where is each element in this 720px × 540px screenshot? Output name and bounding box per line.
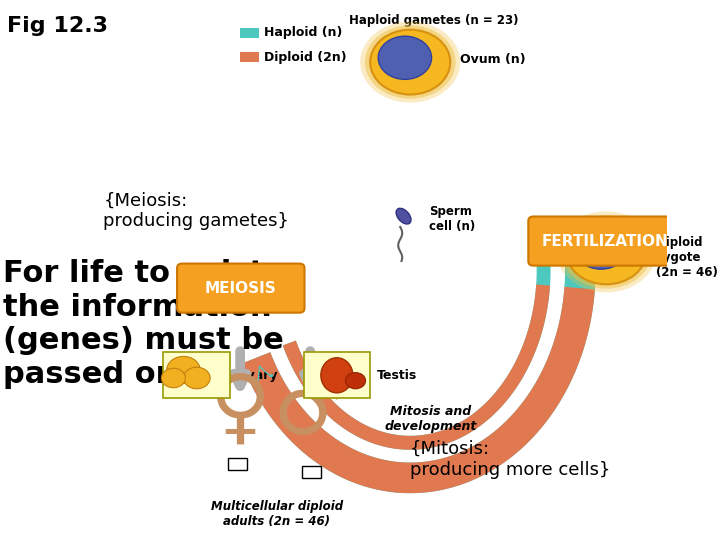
Circle shape (346, 373, 366, 389)
Circle shape (360, 22, 460, 103)
Text: Diploid
zygote
(2n = 46): Diploid zygote (2n = 46) (657, 236, 719, 279)
Ellipse shape (321, 357, 353, 393)
Circle shape (167, 356, 200, 383)
Text: Mitosis and
development: Mitosis and development (384, 405, 477, 433)
Text: For life to exist,
the information
(genes) must be
passed on.: For life to exist, the information (gene… (4, 259, 284, 389)
Text: Ovary: Ovary (237, 369, 279, 382)
Text: {Meiosis:
producing gametes}: {Meiosis: producing gametes} (104, 192, 289, 231)
Text: ♂: ♂ (273, 370, 348, 451)
Circle shape (161, 368, 186, 388)
Circle shape (561, 215, 652, 288)
Circle shape (557, 211, 657, 292)
Circle shape (567, 219, 647, 284)
Text: {Mitosis:
producing more cells}: {Mitosis: producing more cells} (410, 440, 611, 479)
Bar (304, 352, 370, 399)
Circle shape (184, 367, 210, 389)
Bar (240, 52, 258, 62)
Circle shape (575, 226, 628, 269)
Text: Diploid (2n): Diploid (2n) (264, 51, 347, 64)
FancyBboxPatch shape (528, 217, 683, 266)
Text: Haploid (n): Haploid (n) (264, 26, 343, 39)
Ellipse shape (396, 208, 411, 224)
Text: MEIOSIS: MEIOSIS (205, 281, 276, 295)
Bar (240, 28, 258, 38)
Circle shape (365, 25, 456, 99)
Bar (302, 466, 321, 478)
Text: FERTILIZATION: FERTILIZATION (542, 234, 669, 248)
Bar (228, 458, 247, 470)
Text: Fig 12.3: Fig 12.3 (6, 16, 108, 36)
Text: Multicellular diploid
adults (2n = 46): Multicellular diploid adults (2n = 46) (211, 500, 343, 528)
Text: ♀: ♀ (210, 370, 271, 451)
Text: Ovum (n): Ovum (n) (460, 53, 526, 66)
Text: Haploid gametes (n = 23): Haploid gametes (n = 23) (348, 14, 518, 27)
Circle shape (378, 36, 431, 79)
Bar (163, 352, 230, 399)
Text: Sperm
cell (n): Sperm cell (n) (429, 205, 475, 233)
FancyBboxPatch shape (177, 264, 305, 313)
Circle shape (370, 30, 450, 94)
Text: Testis: Testis (377, 369, 417, 382)
